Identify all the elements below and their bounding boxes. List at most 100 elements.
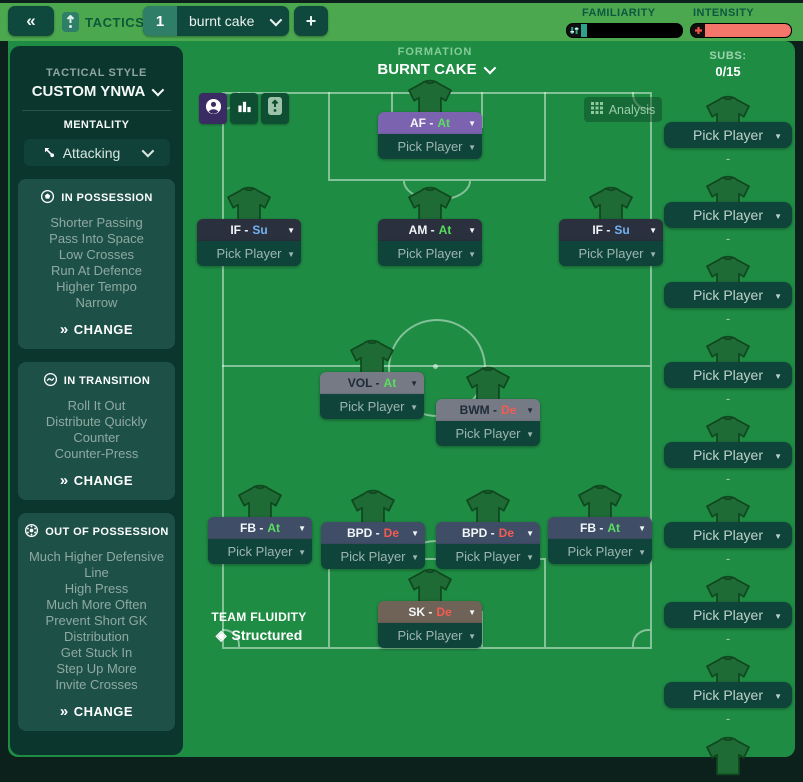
instruction-item: Narrow	[75, 295, 118, 310]
instruction-item: Much Higher Defensive Line	[28, 549, 165, 580]
pick-player-dropdown[interactable]: Pick Player ▼	[664, 202, 792, 228]
players-view-button[interactable]	[199, 93, 227, 124]
pick-player-dropdown[interactable]: Pick Player ▼	[664, 522, 792, 548]
pick-player-dropdown[interactable]: Pick Player ▼	[664, 362, 792, 388]
formation-name: BURNT CAKE	[377, 61, 477, 78]
pick-player-label: Pick Player	[567, 544, 633, 559]
team-fluidity-value: Structured	[231, 627, 303, 643]
duty-label: Su	[614, 223, 630, 237]
mentality-attacking-icon	[42, 145, 55, 161]
sub-slot: Pick Player ▼ -	[664, 414, 792, 486]
role-duty-dropdown[interactable]: AM - At ▼	[378, 219, 482, 241]
pick-player-dropdown[interactable]: Pick Player ▼	[548, 539, 652, 564]
role-duty-dropdown[interactable]: FB - At ▼	[548, 517, 652, 539]
instruction-item: Counter-Press	[54, 446, 139, 461]
role-label: FB -	[580, 521, 604, 535]
chevron-down-icon: ▼	[649, 226, 657, 235]
role-duty-dropdown[interactable]: AF - At ▼	[378, 112, 482, 134]
pick-player-label: Pick Player	[578, 246, 644, 261]
pick-player-dropdown[interactable]: Pick Player ▼	[320, 394, 424, 419]
diamond-icon: ◈	[215, 627, 227, 643]
back-button[interactable]: «	[8, 6, 54, 36]
pick-player-dropdown[interactable]: Pick Player ▼	[321, 544, 425, 569]
change-button[interactable]: » CHANGE	[59, 472, 134, 489]
tactical-style-dropdown[interactable]: CUSTOM YNWA	[10, 83, 183, 100]
role-label: BPD -	[461, 526, 495, 540]
pick-player-dropdown[interactable]: Pick Player ▼	[664, 122, 792, 148]
chevron-down-icon: ▼	[774, 612, 782, 621]
pick-player-dropdown[interactable]: Pick Player ▼	[436, 544, 540, 569]
pick-player-label: Pick Player	[397, 139, 463, 154]
pick-player-label: Pick Player	[216, 246, 282, 261]
instruction-item: Prevent Short GK Distribution	[45, 613, 148, 644]
subs-count: 0/15	[715, 64, 741, 79]
analysis-button[interactable]: Analysis	[584, 97, 662, 122]
pick-player-dropdown[interactable]: Pick Player ▼	[208, 539, 312, 564]
pick-player-dropdown[interactable]: Pick Player ▼	[378, 134, 482, 159]
chevron-down-icon	[483, 61, 496, 75]
pick-player-dropdown[interactable]: Pick Player ▼	[664, 442, 792, 468]
chevron-down-icon: ▼	[649, 250, 657, 259]
role-label: AM -	[408, 223, 435, 237]
role-duty-dropdown[interactable]: IF - Su ▼	[559, 219, 663, 241]
role-duty-dropdown[interactable]: BWM - De ▼	[436, 399, 540, 421]
chevron-down-icon: ▼	[468, 119, 476, 128]
sub-slot: Pick Player ▼ -	[664, 174, 792, 246]
sub-empty-value: -	[725, 311, 731, 326]
duty-label: At	[607, 521, 620, 535]
pick-player-dropdown[interactable]: Pick Player ▼	[664, 282, 792, 308]
pitch-penalty-box-top	[328, 92, 546, 181]
mentality-dropdown[interactable]: Attacking	[23, 139, 170, 166]
pick-player-dropdown[interactable]: Pick Player ▼	[664, 602, 792, 628]
pick-player-dropdown[interactable]: Pick Player ▼	[664, 682, 792, 708]
formation-dropdown[interactable]: BURNT CAKE	[222, 61, 648, 78]
pick-player-dropdown[interactable]: Pick Player ▼	[197, 241, 301, 266]
tactic-selector[interactable]: 1 burnt cake	[143, 6, 290, 36]
chevron-down-icon	[151, 83, 165, 97]
pick-player-label: Pick Player	[692, 607, 764, 623]
instruction-card-title: IN TRANSITION	[63, 375, 151, 387]
pitch-center-spot	[433, 364, 438, 369]
double-chevron-icon: »	[59, 472, 69, 489]
grid-icon	[590, 102, 603, 117]
pick-player-label: Pick Player	[455, 426, 521, 441]
chevron-down-icon: ▼	[287, 250, 295, 259]
familiarity-fill	[581, 24, 587, 37]
tactical-style-label: TACTICAL STYLE	[46, 67, 147, 79]
stats-view-button[interactable]	[230, 93, 258, 124]
intensity-meter	[690, 23, 792, 38]
instruction-card: IN TRANSITION Roll It Out Distribute Quic…	[18, 362, 175, 500]
duty-label: At	[437, 116, 450, 130]
team-fluidity-label: TEAM FLUIDITY	[211, 610, 307, 624]
instruction-card-header: IN TRANSITION	[23, 372, 170, 390]
pick-player-dropdown[interactable]: Pick Player ▼	[559, 241, 663, 266]
tactic-number-badge: 1	[143, 6, 177, 36]
sub-empty-value: -	[725, 631, 731, 646]
change-button[interactable]: » CHANGE	[59, 703, 134, 720]
kit-view-button[interactable]	[261, 93, 289, 124]
role-duty-dropdown[interactable]: BPD - De ▼	[436, 522, 540, 544]
chevron-down-icon: ▼	[298, 548, 306, 557]
role-duty-dropdown[interactable]: IF - Su ▼	[197, 219, 301, 241]
chevron-down-icon: ▼	[774, 212, 782, 221]
mentality-value: Attacking	[62, 144, 121, 161]
change-button[interactable]: » CHANGE	[59, 321, 134, 338]
pick-player-label: Pick Player	[692, 367, 764, 383]
role-label: IF -	[230, 223, 249, 237]
pick-player-dropdown[interactable]: Pick Player ▼	[436, 421, 540, 446]
role-duty-dropdown[interactable]: VOL - At ▼	[320, 372, 424, 394]
role-duty-dropdown[interactable]: SK - De ▼	[378, 601, 482, 623]
role-duty-dropdown[interactable]: BPD - De ▼	[321, 522, 425, 544]
role-label: FB -	[240, 521, 264, 535]
role-duty-dropdown[interactable]: FB - At ▼	[208, 517, 312, 539]
add-tactic-button[interactable]: +	[294, 6, 328, 36]
pick-player-dropdown[interactable]: Pick Player ▼	[378, 623, 482, 648]
pick-player-dropdown[interactable]: Pick Player ▼	[378, 241, 482, 266]
familiarity-label: FAMILIARITY	[582, 7, 656, 19]
chevron-down-icon: ▼	[774, 452, 782, 461]
instruction-sections: IN POSSESSION Shorter Passing Pass Into S…	[10, 179, 183, 731]
duty-label: De	[436, 605, 452, 619]
chevron-down-icon: ▼	[774, 532, 782, 541]
tactics-screen: « TACTICS 1 burnt cake + FAMILIARITY INT…	[0, 3, 803, 776]
mentality-label: MENTALITY	[63, 119, 130, 131]
